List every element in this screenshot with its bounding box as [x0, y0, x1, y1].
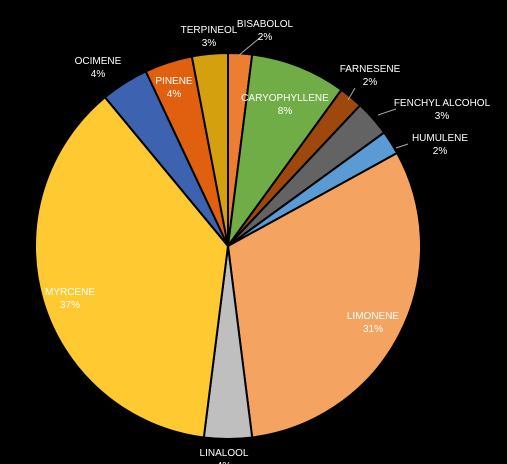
slice-percent-label-limonene: 31%: [363, 324, 383, 335]
pie-slice-limonene: [226, 151, 422, 439]
leader-line-farnesene: [347, 87, 356, 101]
pie-slices: [34, 51, 422, 440]
slice-name-label-caryophyllene: CARYOPHYLLENE: [241, 93, 329, 104]
slice-percent-label-myrcene: 37%: [60, 300, 80, 311]
slice-percent-label-linalool: 4%: [217, 461, 232, 464]
slice-labels: BISABOLOL 2% CARYOPHYLLENE 8% FARNESENE 2% FEN…: [45, 19, 491, 464]
leader-line-humulene: [395, 143, 409, 149]
leader-line-bisabolol: [237, 35, 263, 57]
pie-slice-terpineol: [190, 51, 229, 247]
slice-name-label-terpineol: TERPINEOL: [181, 25, 238, 36]
slice-name-label-bisabolol: BISABOLOL: [237, 19, 294, 30]
slice-percent-label-farnesene: 2%: [363, 77, 378, 88]
slice-percent-label-humulene: 2%: [433, 146, 448, 157]
slice-name-label-myrcene: MYRCENE: [45, 287, 95, 298]
slice-percent-label-ocimene: 4%: [91, 69, 106, 80]
slice-name-label-limonene: LIMONENE: [347, 311, 400, 322]
slice-percent-label-fenchyl-alcohol: 3%: [435, 111, 450, 122]
slice-name-label-ocimene: OCIMENE: [75, 56, 122, 67]
slice-name-label-farnesene: FARNESENE: [340, 64, 401, 75]
slice-name-label-linalool: LINALOOL: [200, 448, 249, 459]
pie-slice-myrcene: [34, 95, 230, 439]
leader-lines: [237, 35, 409, 149]
slice-percent-label-pinene: 4%: [167, 89, 182, 100]
pie-slice-caryophyllene: [227, 53, 343, 247]
slice-name-label-fenchyl-alcohol: FENCHYL ALCOHOL: [394, 98, 491, 109]
slice-name-label-pinene: PINENE: [155, 76, 193, 87]
slice-percent-label-bisabolol: 2%: [258, 32, 273, 43]
slice-percent-label-caryophyllene: 8%: [278, 106, 293, 117]
slice-percent-label-terpineol: 3%: [202, 38, 217, 49]
slice-name-label-humulene: HUMULENE: [412, 133, 468, 144]
leader-line-fenchyl-alcohol: [377, 108, 397, 116]
